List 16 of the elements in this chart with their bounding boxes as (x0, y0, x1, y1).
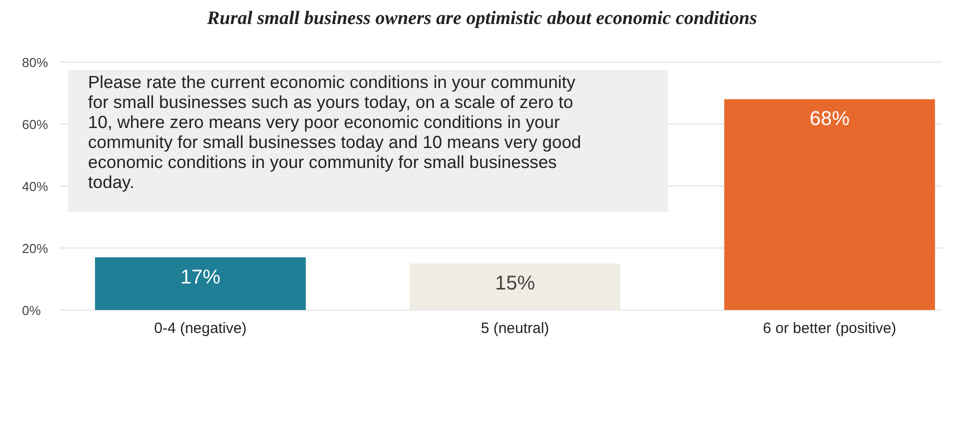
x-tick-label: 0-4 (negative) (154, 320, 247, 337)
annotation: Please rate the current economic conditions in your community for small businesses such as yours today, on a scale of zero to 10, where zero means very poor economic conditions in your community for small businesses today and 10 means very good economic conditions in your community for small businesses today. (88, 72, 582, 192)
y-tick-label: 80% (22, 55, 48, 70)
y-tick-label: 0% (22, 303, 42, 318)
chart-title: Rural small business owners are optimistic about economic conditions (206, 8, 758, 29)
data-label: 17% (180, 266, 221, 288)
x-tick-label: 5 (neutral) (480, 320, 550, 337)
x-tick-label: 6 or better (positive) (762, 320, 896, 337)
data-label: 15% (494, 272, 536, 294)
y-tick-label: 60% (22, 117, 48, 132)
data-label: 68% (810, 108, 850, 130)
y-tick-label: 20% (22, 241, 48, 256)
bar (410, 264, 620, 310)
bar (724, 99, 935, 310)
y-tick-label: 40% (22, 179, 48, 194)
bar (95, 257, 306, 310)
